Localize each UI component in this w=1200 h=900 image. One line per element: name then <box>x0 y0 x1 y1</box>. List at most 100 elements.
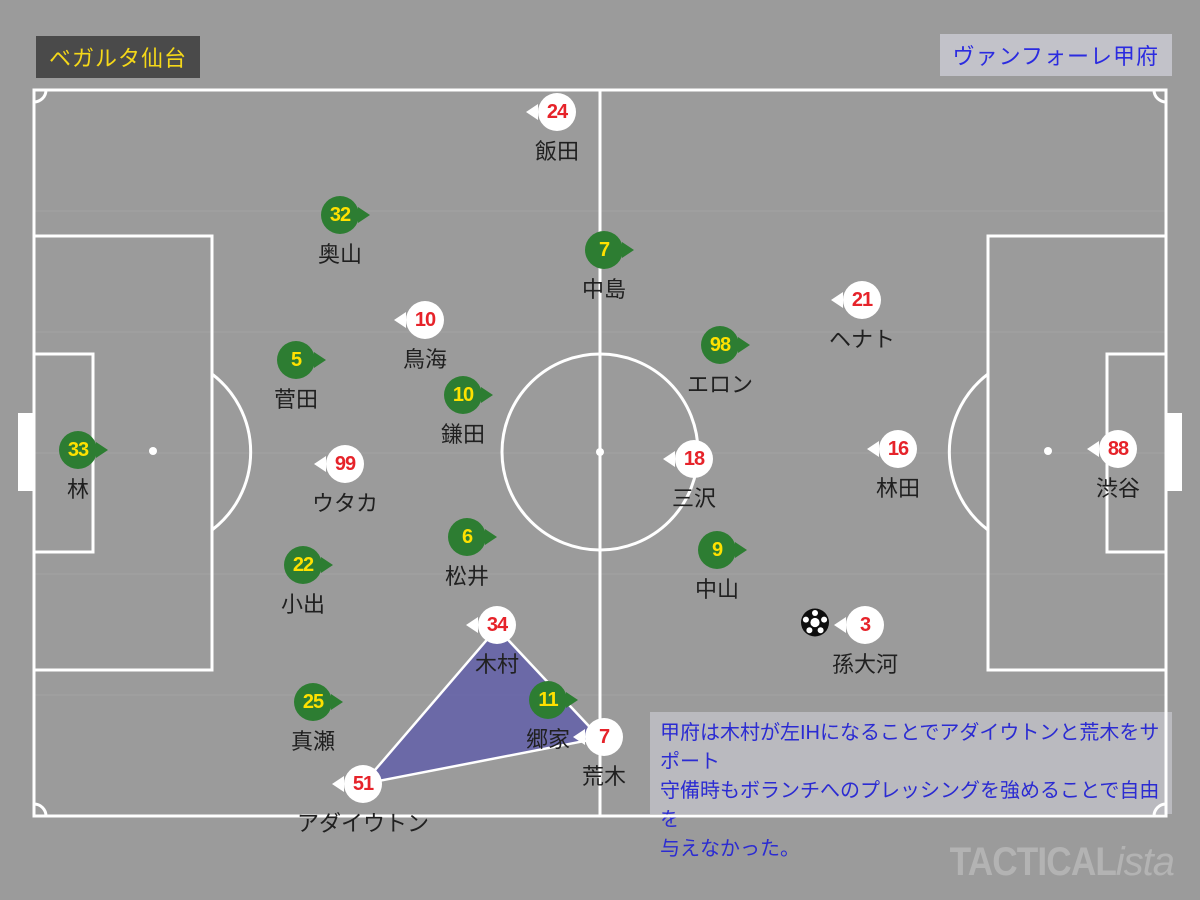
player-circle: 88 <box>1099 430 1137 468</box>
player-marker[interactable]: 24 飯田 <box>526 93 579 164</box>
direction-arrow-icon <box>394 312 406 328</box>
player-marker[interactable]: 88 渋谷 <box>1087 430 1140 501</box>
player-marker[interactable]: 21 ヘナト <box>829 281 895 352</box>
player-number: 24 <box>546 100 568 123</box>
soccer-ball-icon[interactable] <box>799 607 831 644</box>
pitch-spots <box>149 447 1052 456</box>
player-name: 林 <box>66 477 90 502</box>
direction-arrow-icon <box>622 242 634 258</box>
direction-arrow-icon <box>314 352 326 368</box>
player-name: 荒木 <box>581 764 627 789</box>
player-name: 孫大河 <box>831 652 899 677</box>
player-name: アダイウトン <box>296 811 430 836</box>
player-number: 9 <box>711 538 723 561</box>
player-marker[interactable]: 9 中山 <box>695 531 747 602</box>
player-circle: 9 <box>698 531 736 569</box>
player-marker[interactable]: 18 三沢 <box>663 440 716 511</box>
player-number: 21 <box>851 288 873 311</box>
player-number: 98 <box>709 333 731 356</box>
player-number: 7 <box>598 238 610 261</box>
direction-arrow-icon <box>738 337 750 353</box>
direction-arrow-icon <box>466 617 478 633</box>
player-marker[interactable]: 10 鳥海 <box>394 301 447 372</box>
player-circle: 18 <box>675 440 713 478</box>
annotation-text-box[interactable]: 甲府は木村が左IHになることでアダイウトンと荒木をサポート 守備時もボランチへの… <box>650 712 1172 860</box>
direction-arrow-icon <box>485 529 497 545</box>
player-circle: 10 <box>444 376 482 414</box>
home-team-label[interactable]: ベガルタ仙台 <box>36 36 201 78</box>
player-number: 16 <box>887 437 909 460</box>
player-number: 51 <box>352 772 374 795</box>
direction-arrow-icon <box>831 292 843 308</box>
player-name: 鳥海 <box>402 347 448 372</box>
player-marker[interactable]: 7 荒木 <box>573 718 626 789</box>
player-marker[interactable]: 5 菅田 <box>274 341 326 412</box>
player-number: 22 <box>292 553 314 576</box>
player-marker[interactable]: 99 ウタカ <box>312 445 378 516</box>
player-number: 10 <box>452 383 474 406</box>
player-name: 木村 <box>474 652 520 677</box>
player-name: 飯田 <box>534 139 580 164</box>
player-circle: 22 <box>284 546 322 584</box>
player-circle: 25 <box>294 683 332 721</box>
player-number: 11 <box>538 688 558 711</box>
direction-arrow-icon <box>735 542 747 558</box>
player-marker[interactable]: 98 エロン <box>687 326 753 397</box>
direction-arrow-icon <box>314 456 326 472</box>
direction-arrow-icon <box>573 729 585 745</box>
direction-arrow-icon <box>663 451 675 467</box>
player-name: 渋谷 <box>1095 476 1141 501</box>
player-marker[interactable]: 25 真瀬 <box>291 683 343 754</box>
direction-arrow-icon <box>331 694 343 710</box>
player-marker[interactable]: 51 アダイウトン <box>297 765 429 836</box>
player-number: 18 <box>683 447 705 470</box>
player-circle: 21 <box>843 281 881 319</box>
player-circle: 24 <box>538 93 576 131</box>
player-marker[interactable]: 10 鎌田 <box>441 376 493 447</box>
player-circle: 6 <box>448 518 486 556</box>
player-number: 10 <box>414 308 436 331</box>
direction-arrow-icon <box>526 104 538 120</box>
player-circle: 34 <box>478 606 516 644</box>
player-marker[interactable]: 32 奥山 <box>318 196 370 267</box>
direction-arrow-icon <box>566 692 578 708</box>
tacticalista-watermark: TACTICALista <box>927 840 1175 884</box>
player-number: 34 <box>486 613 508 636</box>
away-team-label[interactable]: ヴァンフォーレ甲府 <box>939 34 1172 76</box>
watermark-bold-text: TACTICAL <box>949 840 1116 884</box>
goals <box>18 413 1182 491</box>
player-circle: 7 <box>585 231 623 269</box>
player-number: 7 <box>598 725 610 748</box>
player-marker[interactable]: 6 松井 <box>445 518 497 589</box>
direction-arrow-icon <box>321 557 333 573</box>
player-name: 真瀬 <box>290 729 336 754</box>
player-circle: 51 <box>344 765 382 803</box>
player-number: 99 <box>334 452 356 475</box>
player-circle: 11 <box>529 681 567 719</box>
player-marker[interactable]: 7 中島 <box>582 231 634 302</box>
direction-arrow-icon <box>1087 441 1099 457</box>
player-name: 菅田 <box>273 387 319 412</box>
player-number: 25 <box>302 690 324 713</box>
right-goal <box>1166 413 1182 491</box>
player-marker[interactable]: 34 木村 <box>466 606 519 677</box>
player-circle: 16 <box>879 430 917 468</box>
player-circle: 10 <box>406 301 444 339</box>
player-marker[interactable]: 3 孫大河 <box>832 606 898 677</box>
player-marker[interactable]: 11 郷家 <box>526 681 578 752</box>
player-circle: 32 <box>321 196 359 234</box>
player-name: ヘナト <box>828 327 896 352</box>
player-marker[interactable]: 33 林 <box>59 431 108 502</box>
player-circle: 98 <box>701 326 739 364</box>
player-marker[interactable]: 16 林田 <box>867 430 920 501</box>
player-circle: 5 <box>277 341 315 379</box>
watermark-italic-text: ista <box>1115 840 1175 884</box>
player-marker[interactable]: 22 小出 <box>281 546 333 617</box>
direction-arrow-icon <box>358 207 370 223</box>
player-number: 3 <box>859 613 871 636</box>
player-name: 中島 <box>581 277 627 302</box>
player-number: 5 <box>290 348 302 371</box>
player-name: 三沢 <box>671 486 717 511</box>
